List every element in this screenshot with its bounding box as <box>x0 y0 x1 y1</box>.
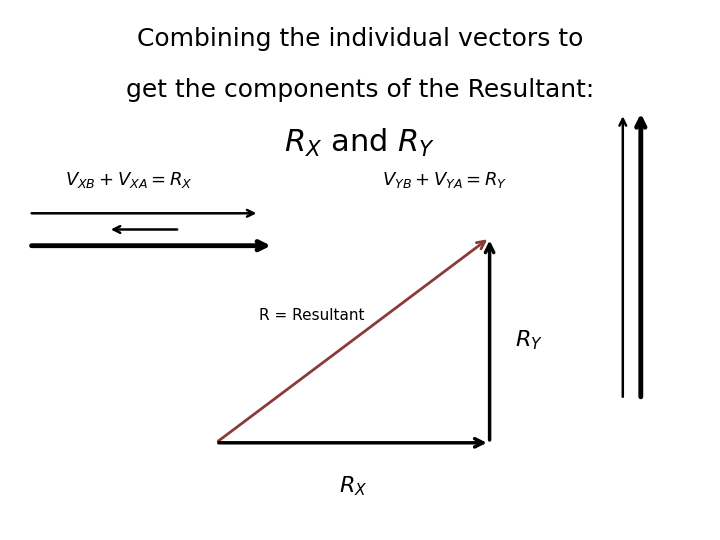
Text: get the components of the Resultant:: get the components of the Resultant: <box>126 78 594 102</box>
Text: $V_{YB} + V_{YA} = R_Y$: $V_{YB} + V_{YA} = R_Y$ <box>382 170 507 190</box>
Text: $R_X$ and $R_Y$: $R_X$ and $R_Y$ <box>284 127 436 159</box>
Text: $R_Y$: $R_Y$ <box>515 328 543 352</box>
Text: R = Resultant: R = Resultant <box>259 308 365 323</box>
Text: $R_X$: $R_X$ <box>338 474 367 498</box>
Text: Combining the individual vectors to: Combining the individual vectors to <box>137 27 583 51</box>
Text: $V_{XB} + V_{XA} = R_X$: $V_{XB} + V_{XA} = R_X$ <box>65 170 192 190</box>
